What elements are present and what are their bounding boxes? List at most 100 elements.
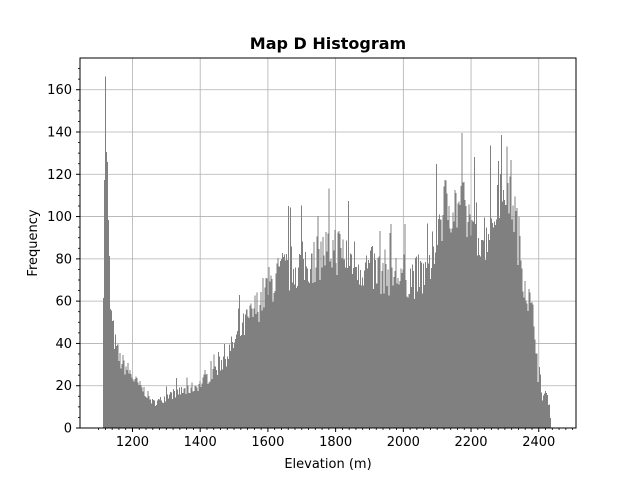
histogram-bar xyxy=(361,285,363,428)
histogram-bar xyxy=(163,396,165,428)
histogram-bar xyxy=(210,361,212,428)
histogram-bar xyxy=(194,386,196,428)
histogram-bar xyxy=(212,368,214,428)
histogram-bar xyxy=(191,382,193,428)
histogram-bar xyxy=(306,266,308,428)
histogram-bar xyxy=(314,282,316,428)
histogram-bar xyxy=(449,228,451,428)
histogram-bar xyxy=(171,392,173,428)
histogram-bar xyxy=(450,232,452,428)
histogram-bar xyxy=(268,266,270,428)
histogram-bar xyxy=(185,393,187,428)
histogram-bar xyxy=(220,360,222,428)
histogram-bar xyxy=(105,76,107,428)
histogram-bar xyxy=(544,391,546,428)
histogram-bar xyxy=(272,302,274,428)
histogram-bar xyxy=(321,267,323,428)
histogram-bar xyxy=(181,387,183,428)
histogram-bar xyxy=(215,370,217,428)
histogram-bar xyxy=(438,219,440,428)
histogram-bar xyxy=(515,211,517,428)
histogram-bar xyxy=(141,387,143,428)
histogram-bar xyxy=(298,267,300,428)
histogram-bar xyxy=(304,280,306,428)
histogram-bar xyxy=(286,259,288,428)
histogram-bar xyxy=(339,233,341,428)
histogram-bar xyxy=(516,208,518,428)
histogram-bar xyxy=(406,296,408,428)
histogram-bar xyxy=(411,264,413,428)
histogram-bar xyxy=(442,215,444,428)
histogram-bar xyxy=(462,182,464,428)
histogram-bar xyxy=(410,286,412,428)
histogram-bar xyxy=(506,146,508,429)
histogram-bar xyxy=(471,220,473,428)
histogram-bar xyxy=(118,360,120,428)
histogram-bar xyxy=(505,205,507,428)
histogram-bar xyxy=(500,173,502,428)
histogram-bar xyxy=(110,309,112,428)
histogram-bar xyxy=(350,254,352,428)
histogram-bar xyxy=(325,232,327,428)
histogram-bar xyxy=(459,205,461,428)
histogram-bar xyxy=(343,259,345,428)
histogram-bar xyxy=(335,262,337,428)
histogram-bar xyxy=(380,294,382,428)
histogram-bar xyxy=(158,399,160,428)
histogram-bar xyxy=(355,267,357,428)
histogram-bar xyxy=(523,297,525,428)
histogram-bar xyxy=(107,161,109,428)
histogram-bar xyxy=(136,378,138,428)
histogram-bar xyxy=(261,310,263,428)
histogram-bar xyxy=(464,199,466,428)
histogram-bar xyxy=(377,258,379,428)
histogram-bar xyxy=(428,263,430,428)
histogram-bar xyxy=(227,358,229,428)
histogram-bar xyxy=(391,267,393,428)
histogram-bar xyxy=(504,199,506,428)
histogram-bar xyxy=(144,395,146,428)
histogram-bar xyxy=(128,373,130,428)
histogram-bar xyxy=(502,201,504,428)
histogram-bar xyxy=(545,392,547,428)
histogram-bar xyxy=(525,300,527,428)
histogram-bar xyxy=(408,293,410,428)
histogram-bar xyxy=(532,304,534,428)
histogram-bar xyxy=(197,391,199,428)
histogram-bar xyxy=(456,227,458,428)
histogram-bar xyxy=(149,399,151,428)
histogram-bar xyxy=(323,255,325,428)
histogram-bar xyxy=(447,219,449,428)
histogram-bar xyxy=(301,205,303,428)
histogram-bar xyxy=(205,374,207,428)
histogram-bar xyxy=(470,235,472,428)
histogram-bar xyxy=(150,403,152,428)
histogram-bar xyxy=(281,252,283,428)
histogram-bar xyxy=(285,253,287,428)
histogram-bar xyxy=(546,394,548,428)
histogram-bar xyxy=(161,402,163,428)
histogram-bar xyxy=(353,241,355,428)
histogram-bar xyxy=(213,354,215,428)
histogram-bar xyxy=(473,157,475,428)
histogram-bar xyxy=(443,186,445,428)
histogram-bar xyxy=(522,291,524,428)
histogram-bar xyxy=(497,184,499,428)
histogram-bar xyxy=(429,255,431,428)
y-tick-label: 120 xyxy=(47,168,72,183)
histogram-bar xyxy=(222,356,224,428)
histogram-bar xyxy=(494,221,496,428)
histogram-bar xyxy=(331,267,333,428)
histogram-bar xyxy=(138,385,140,428)
histogram-bar xyxy=(257,311,259,428)
histogram-bar xyxy=(330,258,332,428)
histogram-bar xyxy=(371,247,373,428)
x-tick-label: 1400 xyxy=(184,435,217,450)
histogram-bar xyxy=(253,308,255,428)
histogram-bar xyxy=(422,263,424,428)
histogram-bar xyxy=(499,218,501,428)
histogram-bar xyxy=(495,225,497,428)
histogram-bar xyxy=(182,392,184,428)
histogram-bar xyxy=(487,234,489,428)
histogram-bar xyxy=(469,214,471,428)
